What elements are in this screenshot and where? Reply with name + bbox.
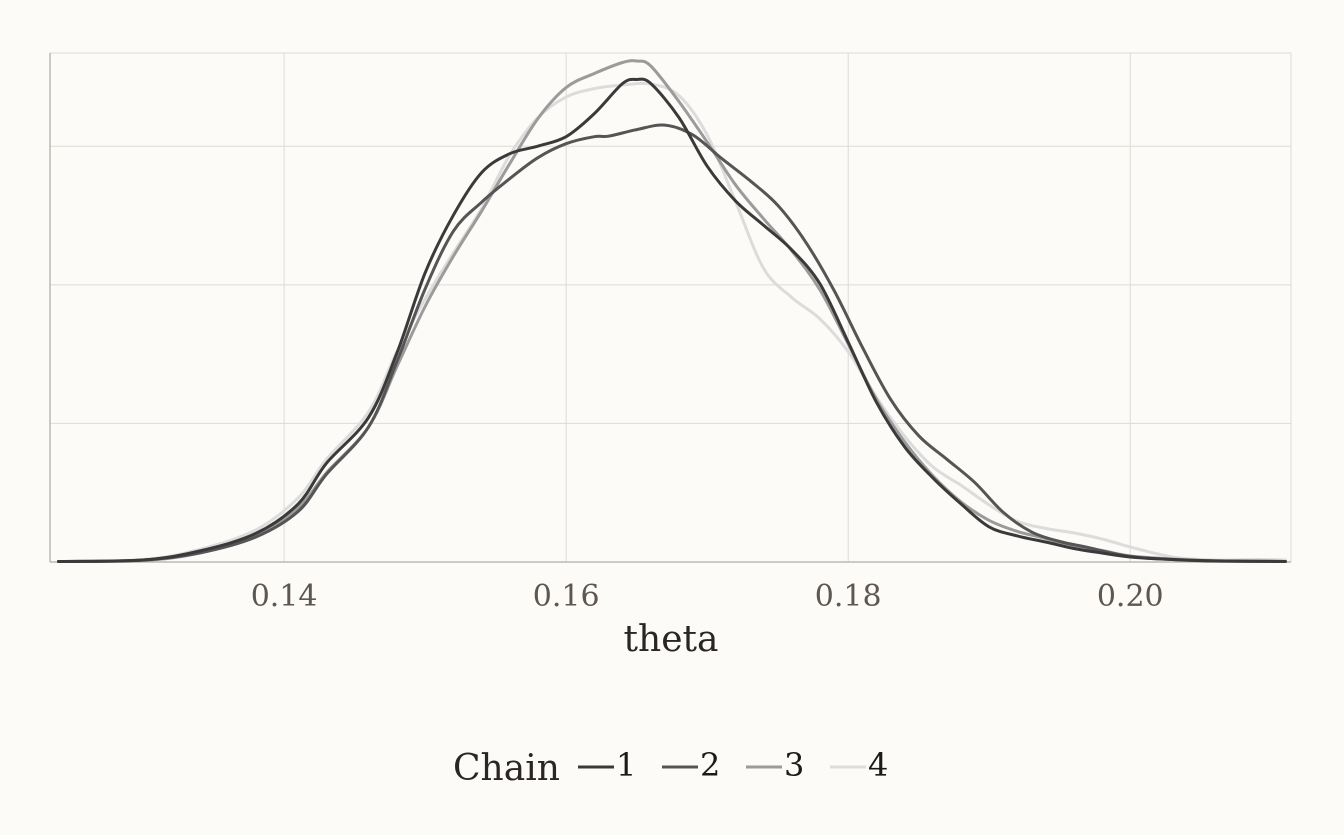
- series-line-chain-2: [57, 123, 1287, 563]
- x-tick-label: 0.18: [815, 579, 882, 614]
- legend-label-chain-3: 3: [784, 746, 804, 784]
- x-tick-label: 0.14: [251, 579, 318, 614]
- legend-title: Chain: [453, 748, 560, 789]
- x-axis-title: theta: [624, 619, 719, 660]
- x-tick-label: 0.16: [533, 579, 600, 614]
- legend: Chain 1 2 3 4: [453, 746, 888, 789]
- legend-label-chain-2: 2: [700, 746, 720, 784]
- legend-label-chain-4: 4: [868, 746, 888, 784]
- x-tick-label: 0.20: [1097, 579, 1164, 614]
- x-tick-labels: 0.14 0.16 0.18 0.20: [251, 579, 1164, 614]
- legend-label-chain-1: 1: [616, 746, 636, 784]
- axes-layer: [49, 53, 1291, 563]
- series-line-chain-1: [57, 77, 1287, 563]
- series-layer: [57, 59, 1287, 563]
